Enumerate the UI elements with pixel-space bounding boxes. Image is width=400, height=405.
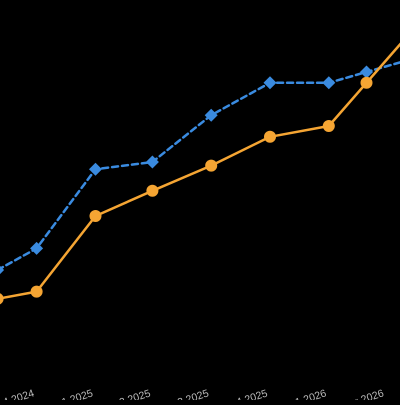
x-tick-label: Q4 2024 <box>0 387 36 400</box>
series-1-point <box>145 155 159 169</box>
series-2-point <box>264 130 276 143</box>
x-tick-label: Q2 2025 <box>110 387 152 400</box>
x-tick-label: Q1 2025 <box>52 387 94 400</box>
series-2-point <box>205 159 218 172</box>
series-2-point <box>0 293 4 305</box>
series-1-line <box>0 61 400 271</box>
series-2-point <box>322 120 335 132</box>
series-1-point <box>360 65 373 79</box>
series-2-point <box>89 210 102 222</box>
series-2-point <box>146 184 159 197</box>
x-tick-label: Q4 2025 <box>227 387 269 400</box>
series-1-point <box>0 265 5 275</box>
series-2-point <box>360 76 373 89</box>
series-2-point <box>30 285 43 298</box>
series-1-point <box>204 108 218 122</box>
x-tick-label: Q1 2026 <box>286 387 328 400</box>
series-1-point <box>263 76 277 90</box>
x-tick-label: Q3 2025 <box>168 387 210 400</box>
series-layer <box>0 42 400 305</box>
series-1-point <box>89 162 102 176</box>
series-1-point <box>30 241 44 255</box>
series-1-point <box>322 76 336 90</box>
x-tick-label: Apr 2026 <box>341 387 385 400</box>
series-2-line <box>0 42 400 300</box>
